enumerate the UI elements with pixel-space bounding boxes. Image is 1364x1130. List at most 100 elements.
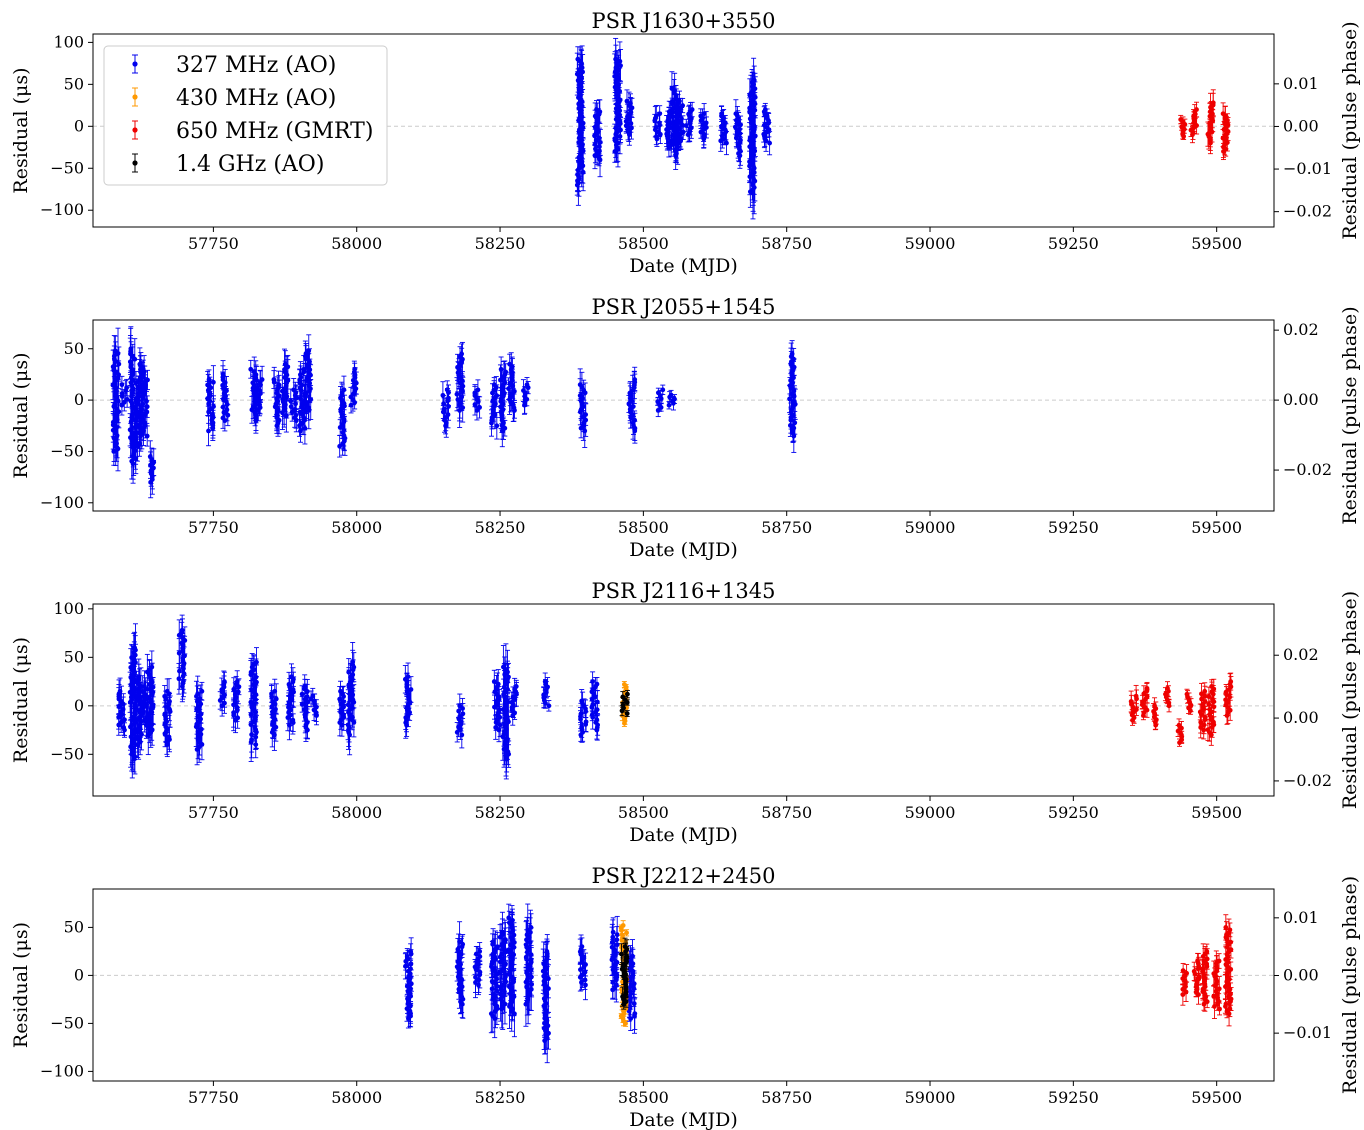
data-point xyxy=(762,107,768,112)
data-point xyxy=(291,387,297,393)
data-point xyxy=(231,686,237,692)
data-point xyxy=(494,393,500,399)
data-point xyxy=(220,372,226,377)
y-right-tick-label: −0.02 xyxy=(1283,202,1332,221)
data-point xyxy=(677,98,682,104)
data-point xyxy=(475,387,481,393)
y-tick-label: 50 xyxy=(64,74,84,93)
data-point xyxy=(689,107,695,112)
data-point xyxy=(617,58,623,64)
data-point xyxy=(628,100,633,106)
y-right-tick-label: 0.00 xyxy=(1283,116,1319,135)
data-point xyxy=(147,454,153,459)
data-point xyxy=(454,391,460,397)
data-point xyxy=(787,423,793,428)
y-right-tick-label: 0.02 xyxy=(1283,320,1319,339)
data-point xyxy=(1178,117,1184,122)
x-tick-label: 59000 xyxy=(905,518,956,537)
plot-frame xyxy=(92,33,1275,228)
x-tick-label: 59250 xyxy=(1048,234,1099,253)
x-tick-label: 58000 xyxy=(331,518,382,537)
y-tick-label: 0 xyxy=(74,116,84,135)
y-tick-label: 0 xyxy=(74,390,84,409)
data-point xyxy=(792,420,798,426)
y-right-tick-label: −0.02 xyxy=(1283,460,1332,479)
data-point xyxy=(271,377,277,382)
data-point xyxy=(119,382,125,388)
data-point xyxy=(683,123,689,128)
data-point xyxy=(136,674,142,680)
data-point xyxy=(140,366,146,372)
data-point xyxy=(195,691,201,697)
data-point xyxy=(206,428,211,434)
y-right-tick-label: 0.00 xyxy=(1283,390,1319,409)
data-point xyxy=(198,726,204,732)
data-point xyxy=(624,98,630,104)
data-point xyxy=(751,77,757,83)
data-point xyxy=(1210,100,1216,106)
data-point xyxy=(276,382,282,388)
chart-title: PSR J2055+1545 xyxy=(592,295,776,319)
x-tick-label: 59250 xyxy=(1048,518,1099,537)
data-point xyxy=(302,391,308,397)
data-point xyxy=(176,676,182,682)
data-point xyxy=(133,380,139,386)
series-blue xyxy=(574,37,773,220)
data-point xyxy=(176,650,182,656)
data-point xyxy=(132,645,137,651)
data-point xyxy=(248,699,254,705)
series-blue xyxy=(110,326,798,499)
data-point xyxy=(112,348,118,354)
y-axis-label: Residual (μs) xyxy=(10,352,32,478)
chart-panel-3: 57750 58000 58250 58500 58750 59000 59250 59500… xyxy=(10,579,1361,846)
x-tick-label: 58250 xyxy=(475,234,526,253)
data-point xyxy=(117,688,123,694)
data-point xyxy=(306,348,312,354)
x-tick-label: 59500 xyxy=(1191,234,1242,253)
data-point xyxy=(524,382,530,388)
data-point xyxy=(680,103,686,108)
y-tick-label: −100 xyxy=(40,493,84,512)
chart-panel-2: 57750 58000 58250 58500 58750 59000 59250 59500… xyxy=(10,295,1361,561)
y-right-tick-label: −0.01 xyxy=(1283,159,1332,178)
data-point xyxy=(632,377,638,382)
data-point xyxy=(613,56,619,62)
y-tick-label: −100 xyxy=(40,200,84,219)
data-point xyxy=(655,390,661,396)
data-point xyxy=(583,412,589,417)
data-point xyxy=(282,361,288,367)
data-point xyxy=(459,351,465,357)
x-tick-label: 59500 xyxy=(1191,518,1242,537)
data-point xyxy=(1220,111,1226,117)
x-tick-label: 58750 xyxy=(761,234,812,253)
x-tick-label: 58500 xyxy=(618,234,669,253)
data-point xyxy=(594,107,599,112)
data-point xyxy=(441,401,447,407)
data-point xyxy=(494,423,500,429)
y-tick-label: 100 xyxy=(53,32,84,51)
y-tick-label: 50 xyxy=(64,339,84,358)
data-point xyxy=(128,346,134,352)
y-axis-right-label: Residual (pulse phase) xyxy=(1339,21,1361,239)
data-point xyxy=(719,111,725,117)
data-point xyxy=(164,688,170,694)
data-point xyxy=(341,387,347,393)
data-point xyxy=(440,392,446,398)
data-point xyxy=(575,56,581,62)
series-blue xyxy=(116,614,601,780)
data-point xyxy=(297,372,303,378)
data-point xyxy=(498,366,504,372)
data-point xyxy=(142,684,147,689)
data-point xyxy=(669,86,675,91)
data-point xyxy=(1194,107,1199,112)
x-tick-label: 58500 xyxy=(618,518,669,537)
data-point xyxy=(503,369,509,375)
data-point xyxy=(352,366,358,372)
data-point xyxy=(472,390,478,396)
data-point xyxy=(259,377,265,382)
y-right-tick-label: 0.01 xyxy=(1283,74,1319,93)
data-point xyxy=(698,113,704,119)
y-tick-label: −50 xyxy=(50,441,84,460)
data-point xyxy=(167,699,172,704)
